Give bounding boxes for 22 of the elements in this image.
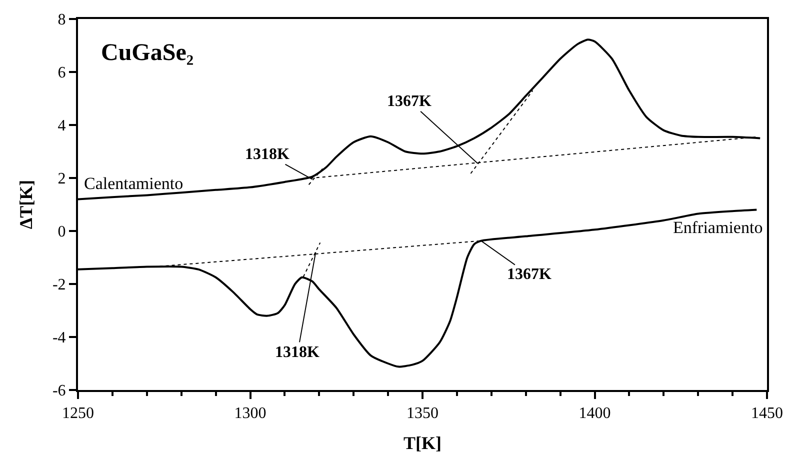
x-tick-label: 1450 [751, 405, 783, 422]
annotation: 1367K [507, 266, 552, 283]
series-label: Calentamiento [84, 174, 184, 193]
y-axis-title: ΔT[K] [16, 180, 36, 230]
x-tick-label: 1250 [62, 405, 94, 422]
series-label: Enfriamiento [673, 218, 763, 237]
text: CuGaSe₂ [101, 40, 194, 66]
x-tick-label: 1400 [578, 405, 611, 422]
annotation: 1367K [387, 93, 432, 110]
x-tick-label: 1350 [406, 405, 438, 422]
y-tick-label: 4 [58, 118, 66, 135]
y-tick-label: -4 [52, 330, 66, 347]
x-axis-title: T[K] [404, 432, 442, 453]
y-tick-label: 6 [58, 64, 66, 82]
y-tick-label: 0 [58, 224, 66, 241]
y-tick-label: -2 [52, 276, 66, 294]
x-tick-label: 1300 [234, 405, 266, 422]
annotation: 1318K [245, 146, 290, 163]
annotation: 1318K [275, 344, 320, 361]
y-tick-label: -6 [52, 382, 66, 400]
y-tick-label: 8 [58, 12, 66, 29]
y-tick-label: 2 [58, 170, 66, 188]
